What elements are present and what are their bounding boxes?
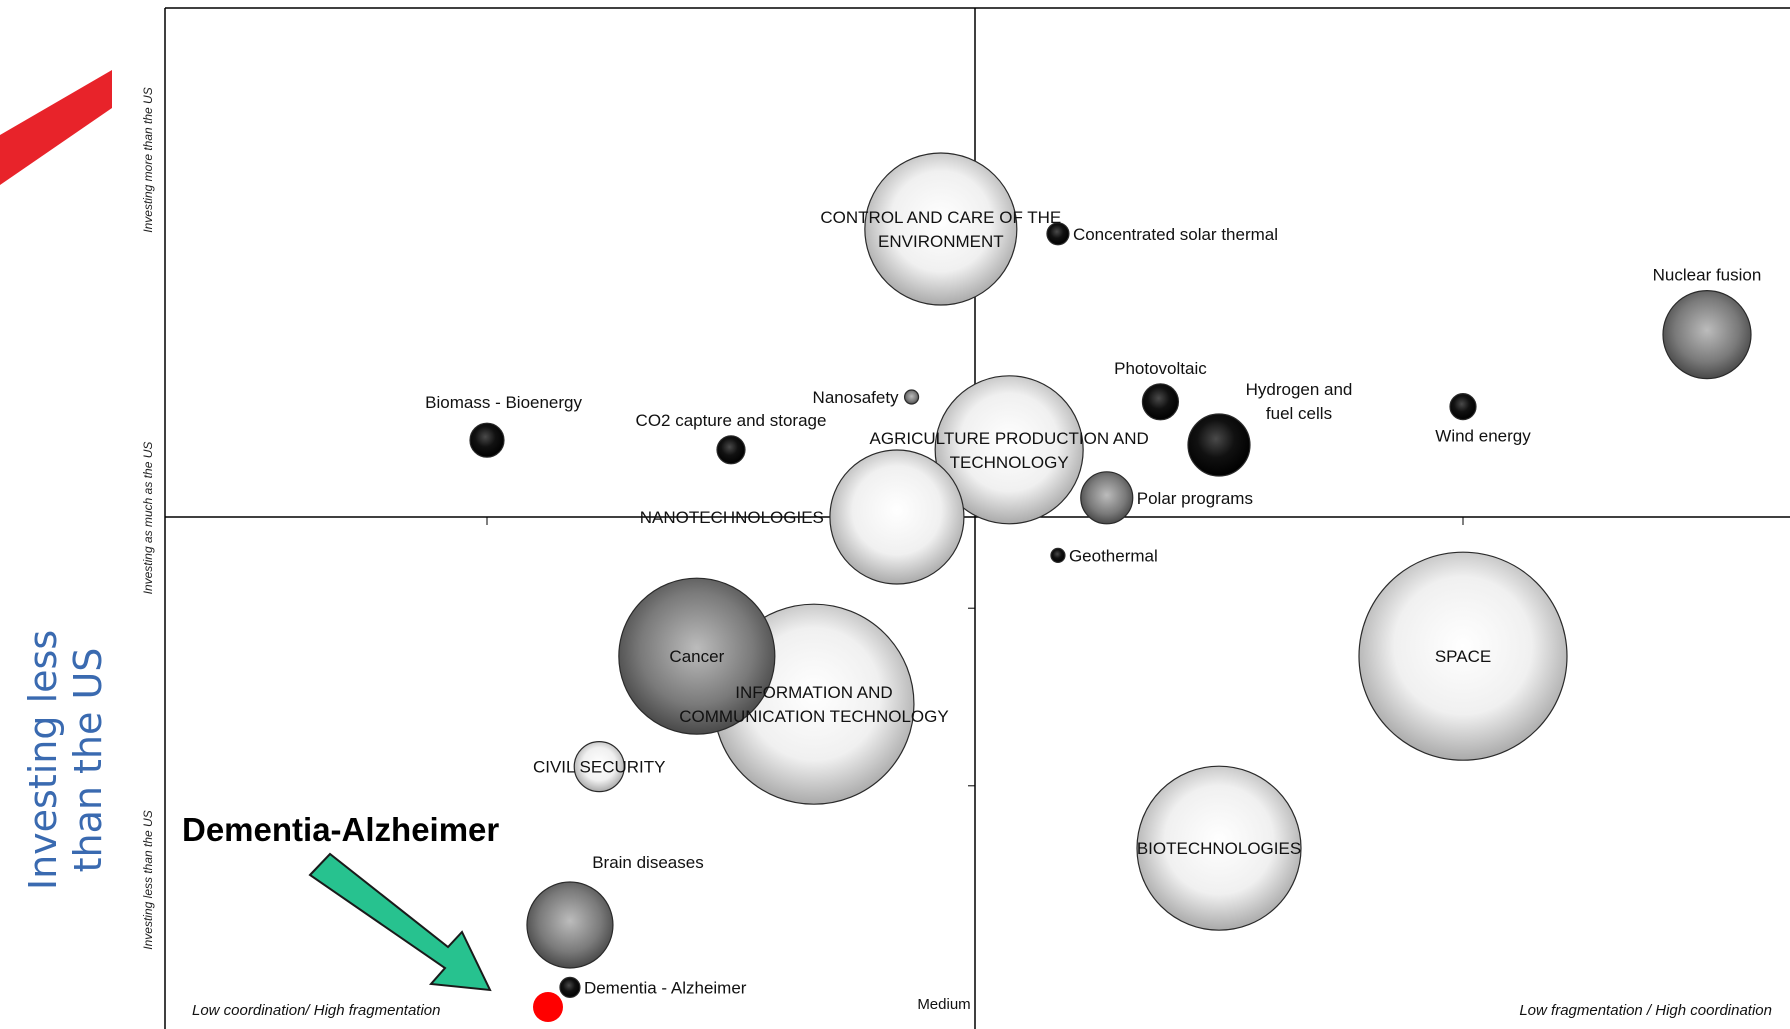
bubble-label-concentrated-solar-thermal: Concentrated solar thermal [1073, 225, 1278, 244]
y-axis-middle-label: Investing as much as the US [141, 442, 155, 595]
bubble-control-and-care-of-the-environment [864, 152, 1018, 306]
bubble-nanotechnologies [829, 449, 965, 585]
bubble-label-information-and-communication-technology: COMMUNICATION TECHNOLOGY [679, 707, 949, 726]
highlight-marker [533, 992, 563, 1022]
side-label-line-2: than the US [66, 648, 110, 873]
bubble-wind-energy [1449, 393, 1477, 421]
bubble-space [1358, 551, 1568, 761]
bubble-label-nuclear-fusion: Nuclear fusion [1653, 266, 1762, 285]
bubble-label-biotechnologies: BIOTECHNOLOGIES [1137, 839, 1301, 858]
bubble-label-dementia-alzheimer: Dementia - Alzheimer [584, 978, 747, 997]
highlight-label: Dementia-Alzheimer [182, 811, 499, 848]
bubble-label-control-and-care-of-the-environment: CONTROL AND CARE OF THE [820, 208, 1061, 227]
axis-ticks [486, 517, 1464, 787]
bubble-label-control-and-care-of-the-environment: ENVIRONMENT [878, 232, 1004, 251]
bubbles-layer [469, 152, 1752, 999]
x-axis-left-label: Low coordination/ High fragmentation [192, 1002, 440, 1019]
bubble-label-geothermal: Geothermal [1069, 546, 1158, 565]
bubble-label-hydrogen-and-fuel-cells: fuel cells [1266, 404, 1332, 423]
bubble-civil-security [573, 740, 625, 793]
bubble-label-civil-security: CIVIL SECURITY [533, 758, 666, 777]
bubble-agriculture-production-and-technology [934, 375, 1084, 525]
bubble-label-agriculture-production-and-technology: AGRICULTURE PRODUCTION AND [870, 429, 1149, 448]
bubble-label-brain-diseases: Brain diseases [592, 853, 704, 872]
bubble-co2-capture-and-storage [716, 435, 746, 465]
corner-accent-shape [0, 70, 112, 185]
bubble-brain-diseases [526, 881, 614, 969]
bubble-label-wind-energy: Wind energy [1435, 427, 1531, 446]
bubble-nuclear-fusion [1662, 290, 1752, 380]
bubble-photovoltaic [1141, 383, 1180, 421]
x-axis-center-label: Medium [917, 996, 970, 1013]
side-label: Investing less than the US [21, 630, 110, 890]
bubble-biotechnologies [1136, 765, 1302, 931]
bubble-label-photovoltaic: Photovoltaic [1114, 359, 1207, 378]
bubble-label-cancer: Cancer [669, 647, 724, 666]
bubble-label-hydrogen-and-fuel-cells: Hydrogen and [1246, 380, 1353, 399]
plot-frame [164, 7, 1790, 1029]
bubble-labels-layer: CONTROL AND CARE OF THE ENVIRONMENT Concen… [425, 208, 1761, 997]
bubble-label-nanotechnologies: NANOTECHNOLOGIES [640, 508, 824, 527]
bubble-label-space: SPACE [1435, 647, 1491, 666]
bubble-geothermal [1050, 547, 1066, 564]
bubble-dementia-alzheimer [559, 976, 581, 999]
bubble-polar-programs [1080, 471, 1134, 525]
bubble-hydrogen-and-fuel-cells [1187, 413, 1251, 477]
bubble-label-information-and-communication-technology: INFORMATION AND [735, 683, 892, 702]
side-label-line-1: Investing less [21, 630, 65, 890]
bubble-label-agriculture-production-and-technology: TECHNOLOGY [950, 453, 1069, 472]
bubble-label-biomass-bioenergy: Biomass - Bioenergy [425, 393, 582, 412]
bubble-label-polar-programs: Polar programs [1137, 489, 1253, 508]
bubble-nanosafety [903, 389, 920, 405]
highlight-arrow [308, 852, 492, 992]
bubble-concentrated-solar-thermal [1046, 222, 1070, 246]
bubble-cancer [618, 577, 776, 735]
x-axis-right-label: Low fragmentation / High coordination [1519, 1002, 1772, 1019]
y-axis-top-label: Investing more than the US [141, 87, 155, 232]
y-axis-bottom-label: Investing less than the US [141, 810, 155, 949]
bubble-label-co2-capture-and-storage: CO2 capture and storage [636, 411, 827, 430]
bubble-biomass-bioenergy [469, 422, 505, 458]
bubble-label-nanosafety: Nanosafety [813, 388, 899, 407]
